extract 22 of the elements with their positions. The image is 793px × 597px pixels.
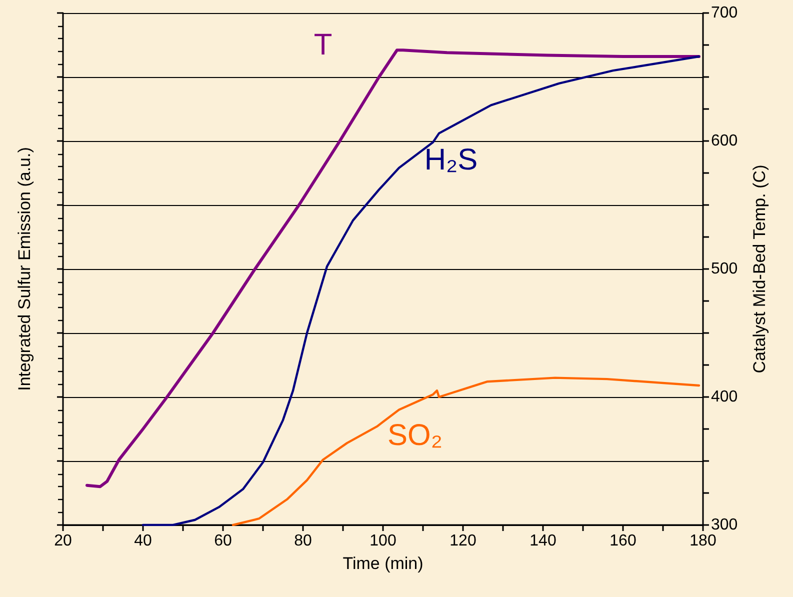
x-tick-label: 140 [530, 532, 556, 550]
y2-tick-label: 300 [711, 516, 738, 534]
line-series [232, 376, 700, 526]
y2-tick-label: 500 [711, 260, 738, 278]
y2-tick-label: 400 [711, 388, 738, 406]
x-tick-label: 120 [450, 532, 476, 550]
series-label: SO₂ [388, 418, 442, 452]
x-tick-label: 180 [690, 532, 716, 550]
x-axis-title: Time (min) [342, 554, 424, 573]
x-tick-label: 20 [54, 532, 72, 550]
x-tick-label: 160 [610, 532, 636, 550]
series-label: H₂S [424, 144, 478, 177]
x-tick-label: 60 [214, 532, 232, 550]
y-axis-title: Integrated Sulfur Emission (a.u.) [15, 147, 34, 391]
y2-axis-title: Catalyst Mid-Bed Temp. (C) [750, 164, 769, 374]
y2-tick-label: 600 [711, 132, 738, 150]
series-label: T [314, 28, 332, 62]
x-tick-label: 40 [134, 532, 152, 550]
x-tick-label: 100 [370, 532, 396, 550]
x-tick-label: 80 [294, 532, 312, 550]
line-series [142, 55, 700, 526]
y2-tick-label: 700 [711, 4, 738, 22]
